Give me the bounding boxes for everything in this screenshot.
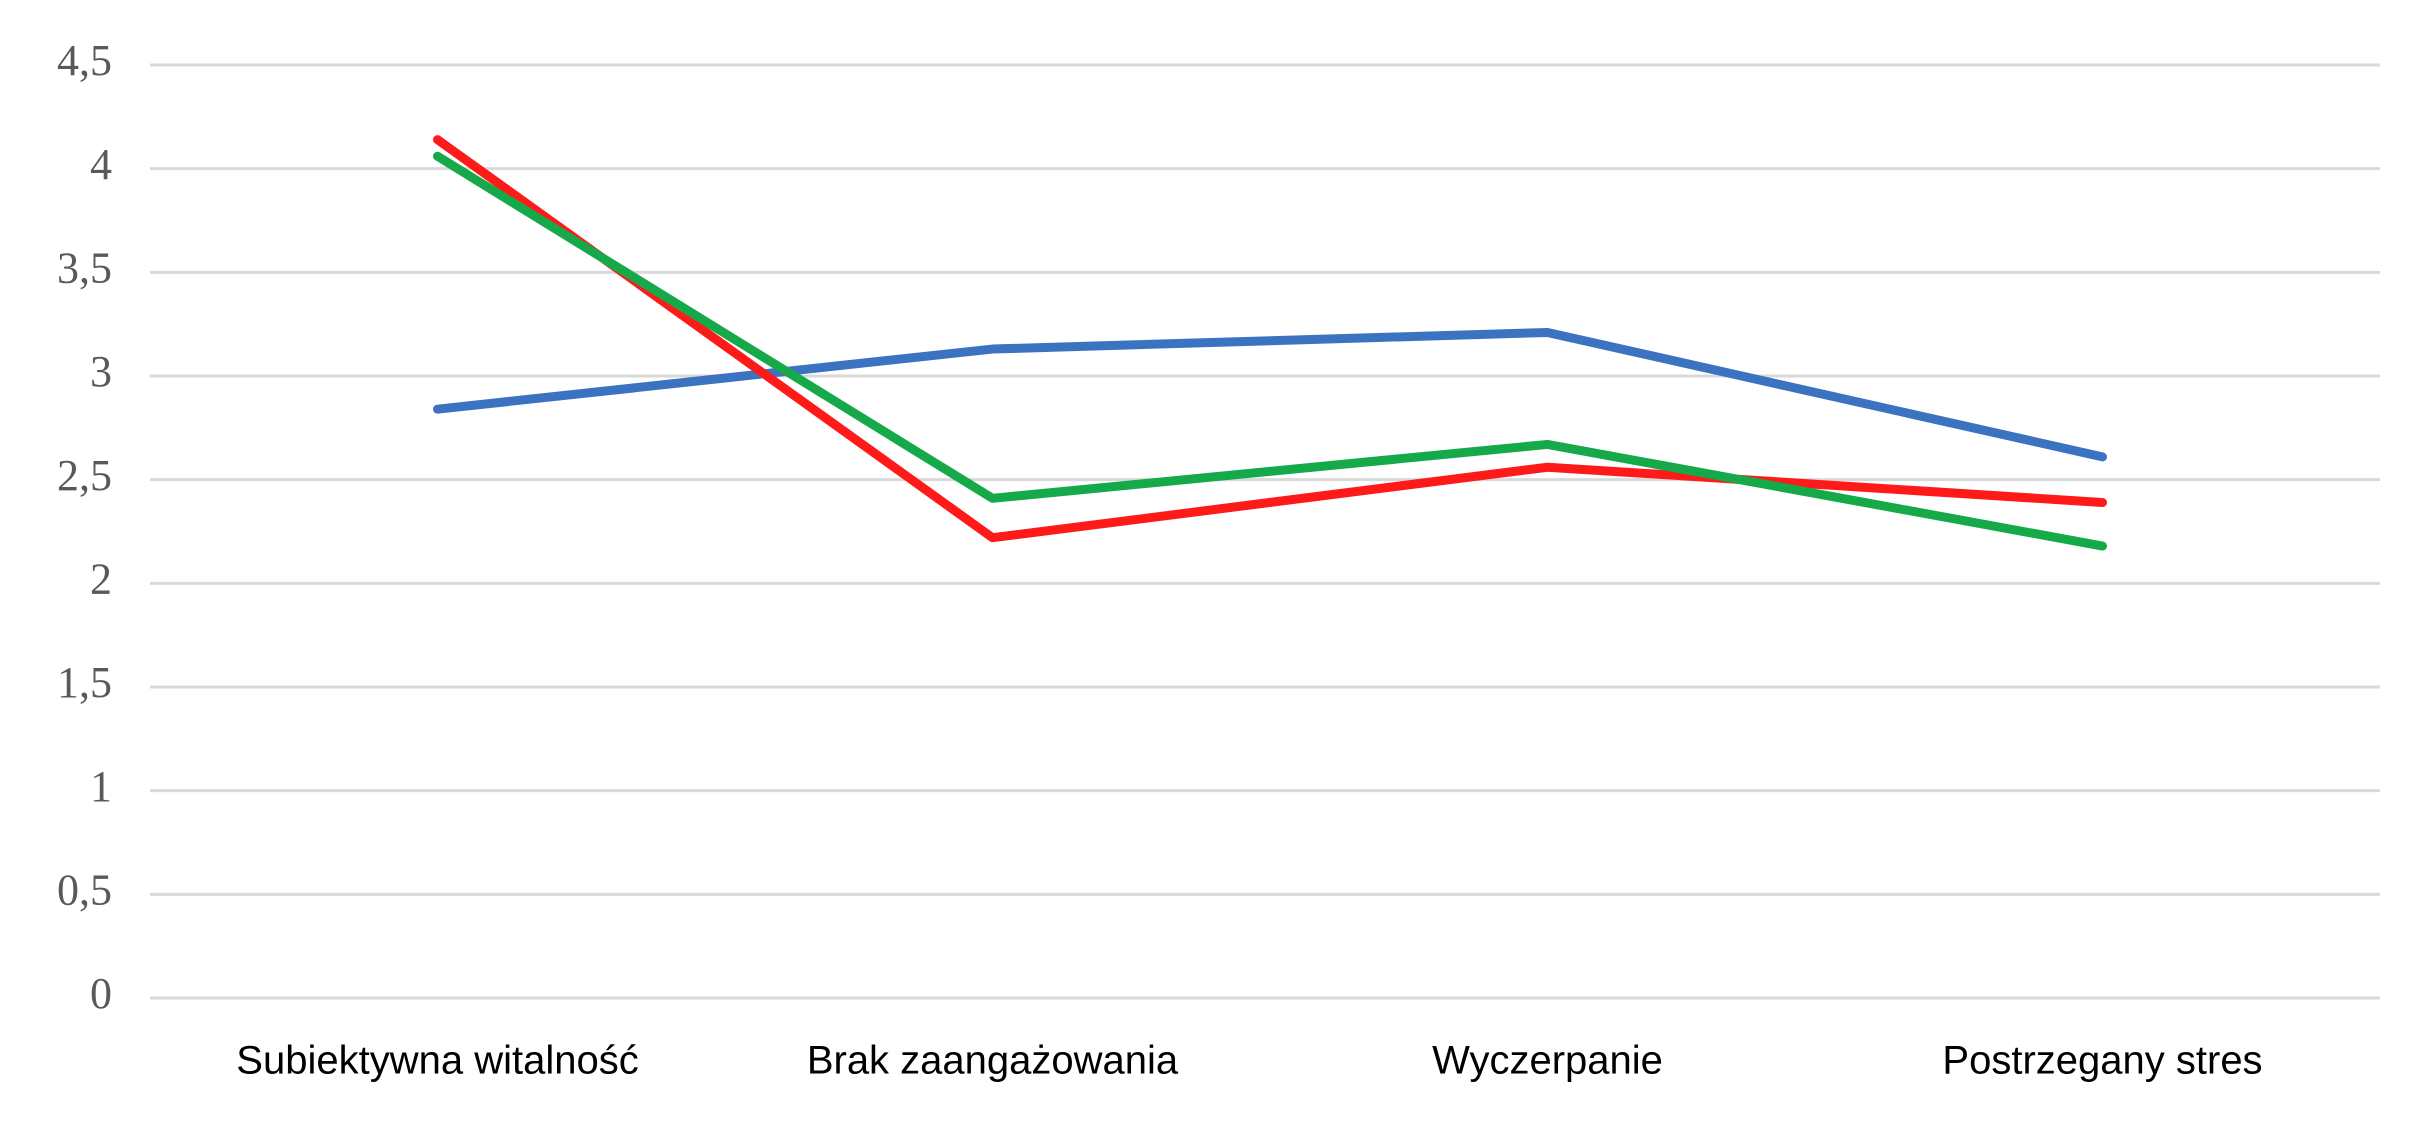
x-tick-label: Postrzegany stres bbox=[1942, 1039, 2262, 1083]
x-tick-label: Wyczerpanie bbox=[1432, 1039, 1663, 1083]
series-line bbox=[433, 151, 2107, 551]
y-tick-label: 0,5 bbox=[57, 865, 112, 914]
y-tick-label: 2 bbox=[90, 554, 112, 603]
y-tick-label: 1,5 bbox=[57, 658, 112, 707]
y-tick-label: 3 bbox=[90, 347, 112, 396]
y-tick-label: 4 bbox=[90, 140, 112, 189]
y-tick-label: 3,5 bbox=[57, 243, 112, 292]
series-line bbox=[433, 135, 2107, 543]
y-tick-label: 2,5 bbox=[57, 451, 112, 500]
y-tick-label: 1 bbox=[90, 762, 112, 811]
series-line bbox=[433, 327, 2107, 462]
x-tick-label: Subiektywna witalność bbox=[236, 1039, 638, 1083]
y-tick-label: 0 bbox=[90, 969, 112, 1018]
y-tick-label: 4,5 bbox=[57, 36, 112, 85]
x-tick-label: Brak zaangażowania bbox=[807, 1039, 1179, 1083]
